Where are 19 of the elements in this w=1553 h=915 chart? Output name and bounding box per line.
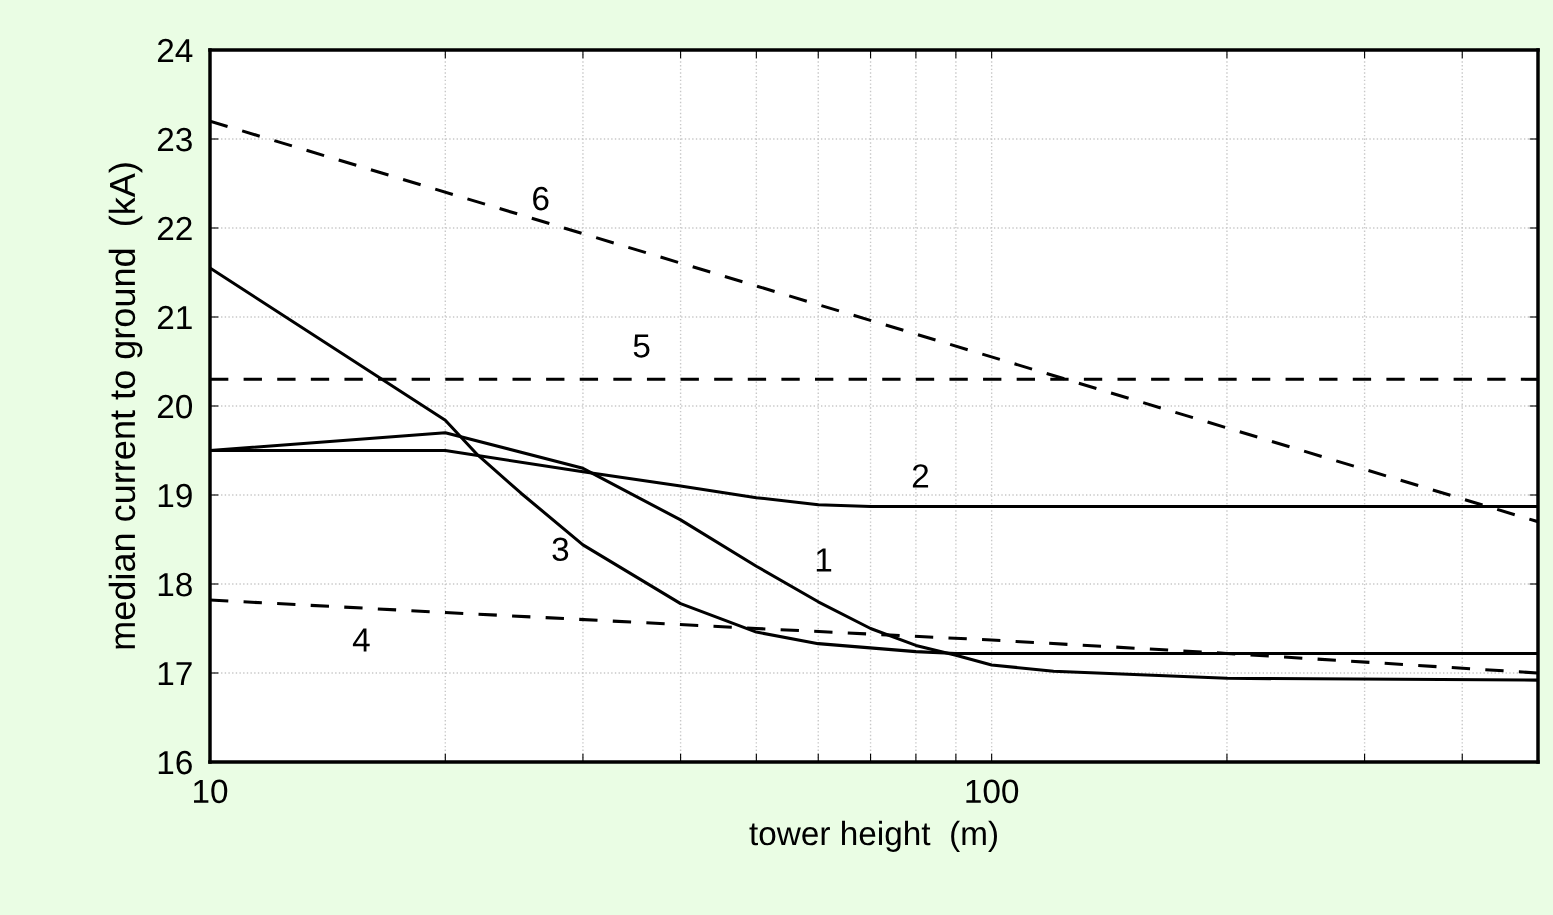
y-axis-title: median current to ground (kA) <box>108 163 143 649</box>
y-tick-label: 20 <box>157 394 193 419</box>
series-label: 3 <box>552 537 569 562</box>
y-tick-label: 16 <box>158 750 192 775</box>
series-label: 1 <box>816 548 832 572</box>
y-tick-label: 18 <box>158 572 192 597</box>
series-label: 5 <box>633 334 650 358</box>
y-tick-label: 19 <box>158 483 192 508</box>
y-tick-label: 22 <box>157 216 192 241</box>
y-tick-label: 17 <box>158 662 192 686</box>
series-label: 2 <box>912 464 929 488</box>
y-tick-label: 23 <box>157 127 192 152</box>
x-tick-label: 10 <box>194 779 228 804</box>
series-label: 4 <box>352 628 370 652</box>
x-axis-title: tower height (m) <box>749 820 997 852</box>
y-tick-label: 21 <box>157 305 192 330</box>
y-tick-label: 24 <box>157 38 193 63</box>
x-tick-label: 100 <box>966 779 1019 804</box>
series-label: 6 <box>533 186 549 211</box>
